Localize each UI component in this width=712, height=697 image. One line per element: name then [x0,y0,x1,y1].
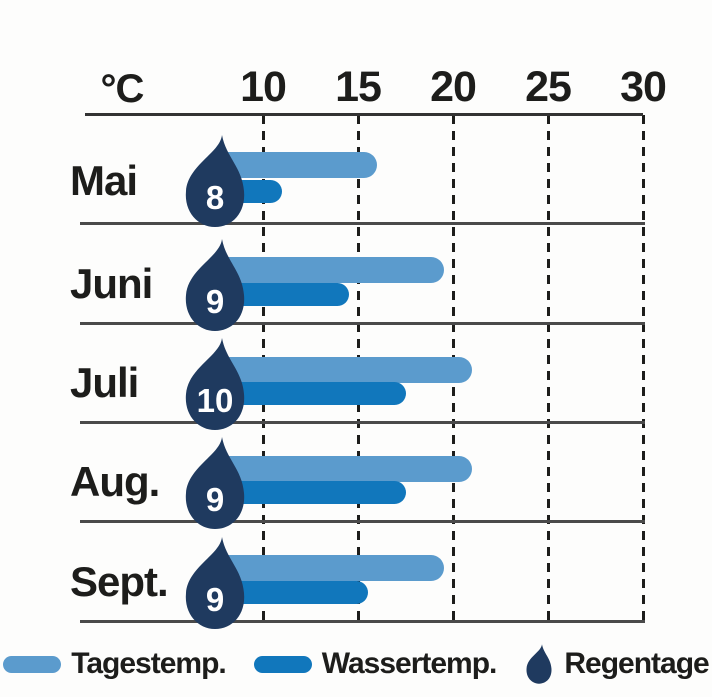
day-temp-swatch [3,655,62,673]
tagestemp-bar [211,257,444,283]
legend: Tagestemp. Wassertemp. Regentage [0,638,712,690]
legend-label-day-temp: Tagestemp. [71,647,226,680]
axis-tick-label: 30 [620,63,667,111]
rain-days-value: 10 [196,382,234,420]
raindrop-icon [526,644,552,684]
axis-unit-label: °C [100,67,145,111]
month-label: Mai [70,156,138,204]
axis-tick-label: 25 [525,63,572,111]
separator-line [80,322,645,325]
gridline [546,115,550,620]
axis-tick-label: 10 [240,63,287,111]
tagestemp-bar [211,555,444,581]
gridline [641,115,645,620]
raindrop-icon: 9 [180,239,250,331]
raindrop-icon: 9 [180,437,250,530]
rain-days-value: 9 [205,283,225,320]
axis-line [85,113,643,116]
month-label: Sept. [70,558,169,605]
raindrop-icon: 8 [180,135,250,228]
month-label: Juni [70,260,153,307]
separator-line [80,222,645,225]
axis-tick-label: 15 [335,63,382,111]
separator-line [80,620,645,623]
tagestemp-bar [211,356,472,383]
month-label: Juli [70,359,139,407]
water-temp-swatch [253,655,312,673]
raindrop-icon: 10 [180,338,250,431]
tagestemp-bar [211,455,472,482]
month-label: Aug. [70,458,160,506]
wassertemp-bar [211,480,406,504]
rain-days-value: 9 [205,481,225,519]
axis-tick-label: 20 [430,63,477,111]
raindrop-icon: 9 [180,537,250,629]
separator-line [80,520,645,523]
legend-label-rain-days: Regentage [564,647,709,680]
rain-days-value: 8 [205,179,225,217]
separator-line [80,421,645,424]
wassertemp-bar [211,381,406,405]
legend-label-water-temp: Wassertemp. [321,647,498,680]
rain-days-value: 9 [205,581,225,618]
wassertemp-bar [211,282,349,306]
wassertemp-bar [211,580,368,604]
